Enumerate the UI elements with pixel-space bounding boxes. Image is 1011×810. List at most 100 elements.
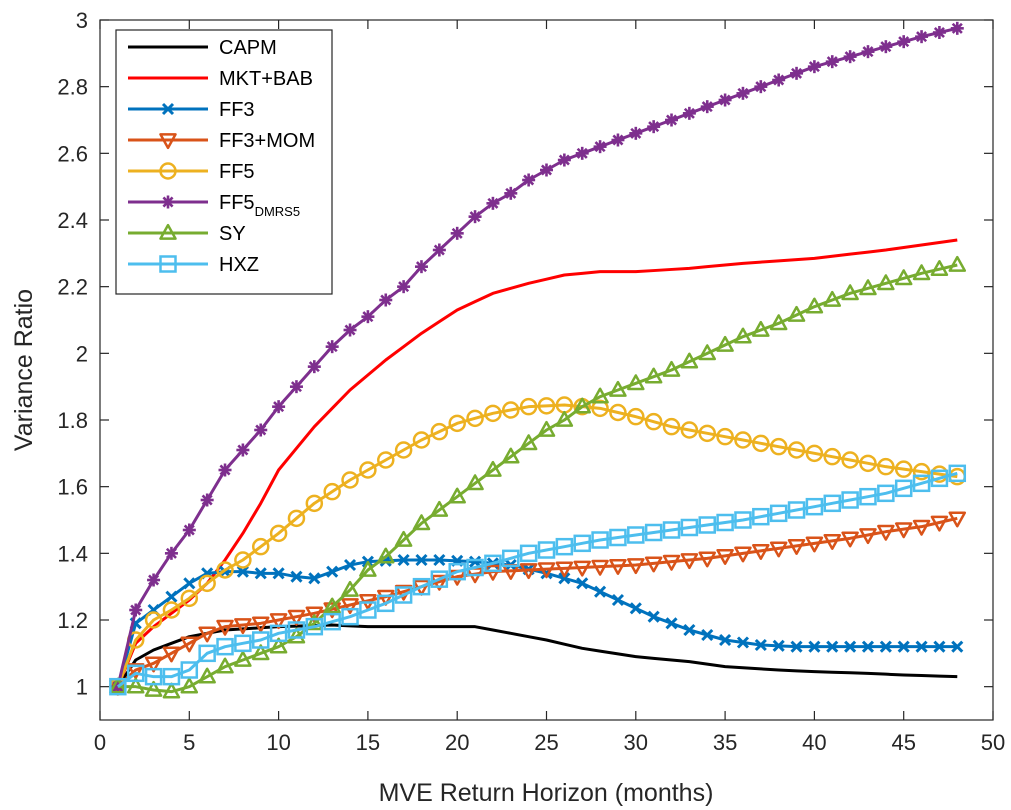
- data-point: [504, 186, 518, 200]
- data-point: [361, 310, 375, 324]
- data-point: [915, 640, 928, 653]
- y-tick-label: 2.4: [57, 208, 88, 233]
- data-point: [555, 561, 574, 578]
- data-point: [823, 533, 842, 550]
- data-point: [912, 474, 931, 493]
- data-point: [805, 444, 824, 463]
- data-point: [269, 624, 288, 643]
- data-point: [734, 327, 752, 344]
- data-point: [736, 86, 750, 100]
- data-point: [611, 593, 625, 607]
- data-point: [126, 664, 145, 683]
- data-point: [912, 264, 931, 281]
- data-point: [183, 577, 196, 590]
- x-tick-label: 40: [802, 730, 826, 755]
- y-axis-title: Variance Ratio: [10, 289, 38, 451]
- data-point: [859, 454, 877, 473]
- data-point: [468, 555, 482, 568]
- data-point: [879, 40, 893, 54]
- data-point: [377, 589, 395, 606]
- data-point: [144, 656, 163, 673]
- data-point: [826, 640, 839, 653]
- data-point: [682, 106, 696, 120]
- data-point: [930, 260, 949, 277]
- data-point: [897, 35, 911, 49]
- data-point: [180, 589, 199, 608]
- data-point: [627, 558, 645, 575]
- data-point: [662, 360, 681, 377]
- ticks-layer: 0 5 10 15 20 25 30 35 40 45 50 1 1.2 1.4 1.6 1.8 2 2.2 2.4…: [57, 8, 1005, 755]
- data-point: [609, 528, 627, 547]
- data-point: [323, 482, 341, 501]
- data-point: [591, 531, 609, 549]
- data-point: [159, 255, 177, 273]
- data-point: [769, 437, 788, 456]
- data-point: [591, 387, 609, 404]
- data-point: [343, 558, 357, 572]
- data-point: [805, 497, 824, 516]
- data-point: [734, 546, 752, 563]
- data-point: [644, 556, 663, 573]
- data-point: [644, 367, 663, 384]
- data-point: [754, 638, 767, 652]
- x-axis-title: MVE Return Horizon (months): [379, 779, 714, 807]
- data-point: [484, 564, 502, 581]
- data-point: [629, 602, 642, 615]
- data-point: [859, 487, 877, 506]
- data-point: [950, 21, 964, 35]
- x-tick-label: 5: [183, 730, 195, 755]
- data-point: [251, 537, 270, 556]
- data-point: [394, 441, 413, 459]
- data-point: [662, 417, 681, 436]
- data-point: [433, 553, 446, 567]
- data-point: [341, 598, 359, 615]
- data-point: [787, 538, 806, 555]
- data-point: [716, 513, 734, 532]
- data-point: [305, 614, 324, 631]
- data-point: [251, 616, 270, 633]
- data-point: [216, 619, 234, 636]
- legend-label: FF5DMRS5: [219, 192, 300, 219]
- data-point: [736, 636, 750, 649]
- data-point: [251, 644, 270, 661]
- data-point: [287, 609, 306, 626]
- legend-box: [115, 29, 333, 295]
- x-tick-label: 30: [624, 730, 648, 755]
- data-point: [397, 280, 411, 294]
- legend-item: HXZ: [128, 254, 259, 276]
- data-point: [912, 462, 931, 481]
- data-point: [627, 407, 645, 426]
- data-point: [430, 500, 449, 517]
- data-point: [537, 562, 556, 579]
- data-point: [341, 580, 359, 597]
- data-point: [430, 574, 449, 591]
- data-point: [234, 618, 252, 635]
- data-point: [216, 657, 234, 674]
- data-point: [180, 677, 199, 694]
- data-point: [805, 536, 824, 553]
- data-point: [251, 631, 270, 649]
- data-point: [412, 514, 431, 531]
- legend-label: CAPM: [219, 37, 277, 59]
- data-point: [609, 380, 627, 397]
- data-point: [144, 611, 163, 629]
- data-point: [450, 226, 464, 240]
- data-point: [790, 66, 804, 80]
- data-point: [877, 457, 895, 476]
- data-point: [290, 570, 303, 583]
- data-point: [647, 120, 661, 134]
- data-point: [287, 621, 306, 639]
- y-tick-label: 1.6: [57, 475, 88, 500]
- data-point: [466, 558, 484, 577]
- data-point: [915, 30, 929, 44]
- data-point: [841, 531, 859, 548]
- data-point: [519, 434, 538, 451]
- x-tick-label: 45: [891, 730, 915, 755]
- data-point: [683, 623, 696, 637]
- data-point: [700, 100, 714, 114]
- series-line: [116, 558, 958, 688]
- legend-label: MKT+BAB: [219, 68, 313, 90]
- data-point: [823, 447, 842, 466]
- data-point: [558, 572, 571, 585]
- data-point: [432, 243, 446, 257]
